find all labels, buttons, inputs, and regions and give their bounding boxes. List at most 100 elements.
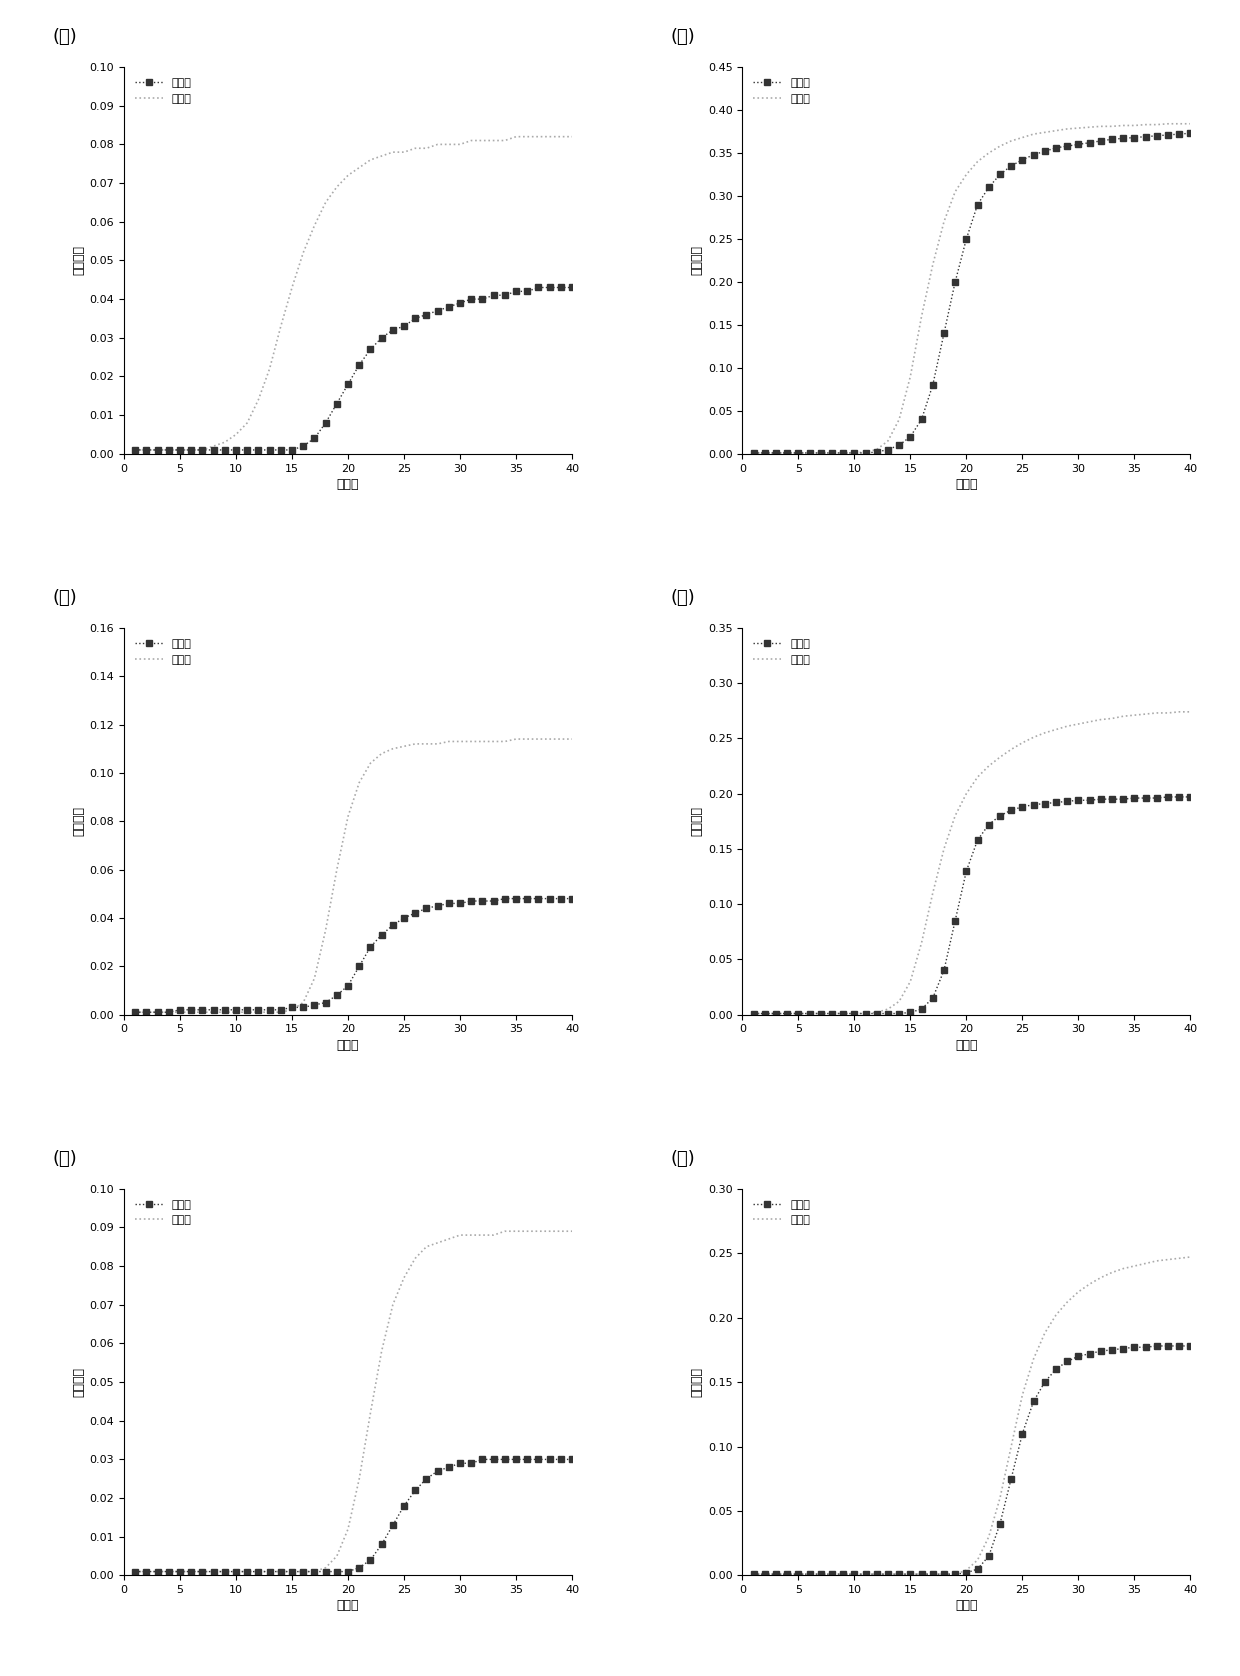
- 酶切后: [195, 1562, 210, 1582]
- 酶切前: [486, 1225, 501, 1245]
- 酶切前: [397, 736, 412, 756]
- Y-axis label: 荧光强度: 荧光强度: [691, 1368, 703, 1398]
- 酶切前: [869, 1002, 884, 1022]
- 酶切后: [262, 439, 277, 459]
- 酶切后: [497, 285, 512, 305]
- X-axis label: 循环数: 循环数: [955, 478, 977, 491]
- 酶切前: [1060, 119, 1075, 139]
- 酶切后: [1060, 136, 1075, 156]
- 酶切后: [758, 1564, 773, 1584]
- 酶切后: [228, 439, 243, 459]
- 酶切前: [1149, 1250, 1164, 1270]
- 酶切后: [352, 355, 367, 375]
- 酶切后: [139, 1562, 154, 1582]
- 酶切前: [1138, 114, 1153, 134]
- 酶切后: [1083, 789, 1097, 810]
- 酶切后: [959, 230, 973, 250]
- 酶切后: [408, 308, 423, 328]
- 酶切前: [1060, 716, 1075, 736]
- 酶切后: [1116, 1339, 1131, 1359]
- 酶切前: [408, 1249, 423, 1269]
- 酶切后: [386, 1515, 401, 1535]
- 酶切前: [1038, 1322, 1053, 1342]
- 酶切后: [1105, 129, 1120, 149]
- Text: (ｅ): (ｅ): [52, 1150, 77, 1168]
- Line: 酶切后: 酶切后: [133, 1456, 575, 1574]
- 酶切后: [914, 1564, 929, 1584]
- 酶切前: [914, 1564, 929, 1584]
- 酶切前: [947, 181, 962, 201]
- 酶切后: [319, 992, 334, 1012]
- 酶切前: [892, 1564, 906, 1584]
- 酶切后: [319, 412, 334, 432]
- 酶切前: [970, 768, 985, 788]
- 酶切后: [273, 439, 288, 459]
- 酶切前: [374, 744, 389, 764]
- 酶切前: [408, 734, 423, 754]
- 酶切后: [1094, 789, 1109, 810]
- 酶切后: [791, 1004, 806, 1024]
- 酶切后: [1003, 799, 1018, 820]
- 酶切前: [497, 1222, 512, 1242]
- 酶切前: [936, 211, 951, 231]
- 酶切后: [441, 297, 456, 317]
- 酶切后: [531, 1450, 546, 1470]
- 酶切前: [206, 1562, 221, 1582]
- 酶切前: [262, 1002, 277, 1022]
- 酶切后: [1094, 131, 1109, 151]
- 酶切前: [1049, 1306, 1064, 1326]
- 酶切后: [408, 903, 423, 923]
- 酶切前: [1138, 1254, 1153, 1274]
- 酶切前: [1014, 127, 1029, 147]
- 酶切后: [341, 1562, 356, 1582]
- 酶切前: [1116, 1259, 1131, 1279]
- Line: 酶切前: 酶切前: [754, 1257, 1190, 1574]
- 酶切后: [746, 1004, 761, 1024]
- 酶切后: [195, 999, 210, 1019]
- 酶切后: [1060, 791, 1075, 811]
- 酶切前: [1149, 702, 1164, 722]
- 酶切前: [150, 1562, 165, 1582]
- 酶切后: [825, 1564, 839, 1584]
- 酶切前: [836, 1564, 851, 1584]
- 酶切前: [959, 1560, 973, 1580]
- 酶切后: [1127, 1337, 1142, 1358]
- 酶切后: [239, 1562, 254, 1582]
- 酶切后: [914, 999, 929, 1019]
- 酶切后: [330, 1562, 345, 1582]
- 酶切前: [330, 178, 345, 198]
- Y-axis label: 荧光强度: 荧光强度: [691, 245, 703, 275]
- 酶切后: [319, 1562, 334, 1582]
- 酶切后: [161, 1562, 176, 1582]
- 酶切后: [981, 178, 996, 198]
- 酶切后: [869, 1004, 884, 1024]
- 酶切前: [1172, 1249, 1187, 1269]
- 酶切前: [508, 127, 523, 147]
- 酶切前: [352, 773, 367, 793]
- 酶切前: [228, 1002, 243, 1022]
- 酶切后: [250, 1562, 265, 1582]
- 酶切后: [1071, 134, 1086, 154]
- 酶切后: [475, 1450, 490, 1470]
- 酶切后: [880, 1564, 895, 1584]
- 酶切前: [553, 1222, 568, 1242]
- 酶切后: [531, 888, 546, 908]
- 酶切前: [374, 146, 389, 166]
- 酶切后: [250, 999, 265, 1019]
- 酶切前: [397, 1267, 412, 1287]
- 酶切后: [1003, 1468, 1018, 1488]
- 酶切后: [172, 999, 187, 1019]
- Text: (ｃ): (ｃ): [52, 590, 77, 607]
- 酶切后: [836, 1004, 851, 1024]
- 酶切前: [1003, 131, 1018, 151]
- 酶切后: [1183, 1336, 1198, 1356]
- 酶切前: [1183, 1247, 1198, 1267]
- 酶切后: [150, 439, 165, 459]
- 酶切后: [1038, 141, 1053, 161]
- 酶切前: [1027, 124, 1042, 144]
- 酶切后: [475, 288, 490, 308]
- 酶切后: [1049, 1359, 1064, 1379]
- 酶切前: [430, 734, 445, 754]
- 酶切后: [903, 1564, 918, 1584]
- 酶切后: [1149, 788, 1164, 808]
